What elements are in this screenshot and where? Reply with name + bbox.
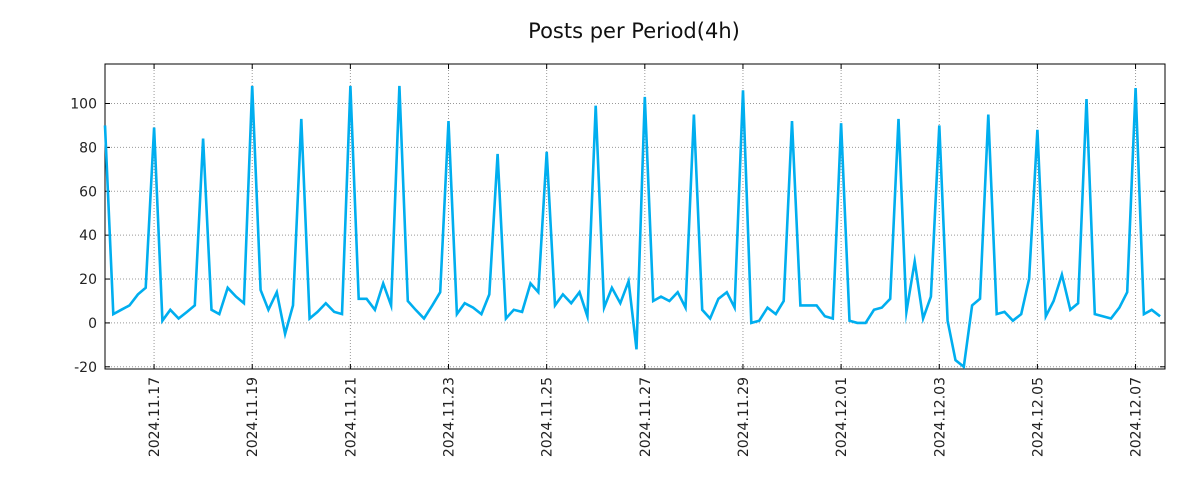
y-axis-ticks: -20 0 20 40 60 80 100 <box>70 96 1165 376</box>
series-line-posts <box>103 85 1161 370</box>
y-tick-label: 20 <box>79 272 97 288</box>
y-tick-label: 80 <box>79 140 97 156</box>
y-tick-label: 100 <box>70 96 97 112</box>
x-tick-label: 2024.11.21 <box>343 377 359 457</box>
chart-title: Posts per Period(4h) <box>528 19 740 43</box>
x-tick-label: 2024.11.19 <box>245 377 261 457</box>
y-tick-label: 60 <box>79 184 97 200</box>
plot-frame <box>104 63 1166 370</box>
x-tick-label: 2024.12.05 <box>1030 377 1046 457</box>
x-tick-label: 2024.11.25 <box>540 377 556 457</box>
series-layer <box>103 85 1161 370</box>
grid-lines <box>105 64 1165 369</box>
y-tick-label: 0 <box>88 316 97 332</box>
y-tick-label: -20 <box>74 360 97 376</box>
x-tick-label: 2024.11.23 <box>442 377 458 457</box>
x-tick-label: 2024.11.17 <box>147 377 163 457</box>
x-axis-ticks: 2024.11.17 2024.11.19 2024.11.21 2024.11.23… <box>147 64 1145 457</box>
x-tick-label: 2024.12.01 <box>834 377 850 457</box>
x-tick-label: 2024.12.03 <box>932 377 948 457</box>
x-tick-label: 2024.11.27 <box>638 377 654 457</box>
y-tick-label: 40 <box>79 228 97 244</box>
x-tick-label: 2024.12.07 <box>1129 377 1145 457</box>
x-tick-label: 2024.11.29 <box>736 377 752 457</box>
